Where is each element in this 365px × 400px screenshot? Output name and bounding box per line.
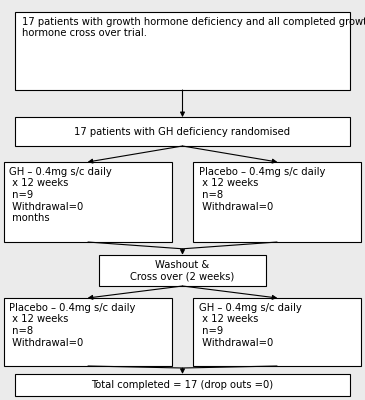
Text: Total completed = 17 (drop outs =0): Total completed = 17 (drop outs =0) [92, 380, 273, 390]
FancyBboxPatch shape [4, 162, 172, 242]
FancyBboxPatch shape [99, 255, 266, 286]
FancyBboxPatch shape [15, 12, 350, 90]
FancyBboxPatch shape [15, 374, 350, 396]
Text: Washout &
Cross over (2 weeks): Washout & Cross over (2 weeks) [130, 260, 235, 281]
Text: 17 patients with GH deficiency randomised: 17 patients with GH deficiency randomise… [74, 126, 291, 136]
FancyBboxPatch shape [15, 117, 350, 146]
Text: Placebo – 0.4mg s/c daily
 x 12 weeks
 n=8
 Withdrawal=0: Placebo – 0.4mg s/c daily x 12 weeks n=8… [9, 303, 135, 348]
FancyBboxPatch shape [193, 298, 361, 366]
Text: GH – 0.4mg s/c daily
 x 12 weeks
 n=9
 Withdrawal=0: GH – 0.4mg s/c daily x 12 weeks n=9 With… [199, 303, 302, 348]
Text: GH – 0.4mg s/c daily
 x 12 weeks
 n=9
 Withdrawal=0
 months: GH – 0.4mg s/c daily x 12 weeks n=9 With… [9, 167, 112, 223]
Text: 17 patients with growth hormone deficiency and all completed growth
hormone cros: 17 patients with growth hormone deficien… [22, 17, 365, 38]
Text: Placebo – 0.4mg s/c daily
 x 12 weeks
 n=8
 Withdrawal=0: Placebo – 0.4mg s/c daily x 12 weeks n=8… [199, 167, 325, 212]
FancyBboxPatch shape [4, 298, 172, 366]
FancyBboxPatch shape [193, 162, 361, 242]
